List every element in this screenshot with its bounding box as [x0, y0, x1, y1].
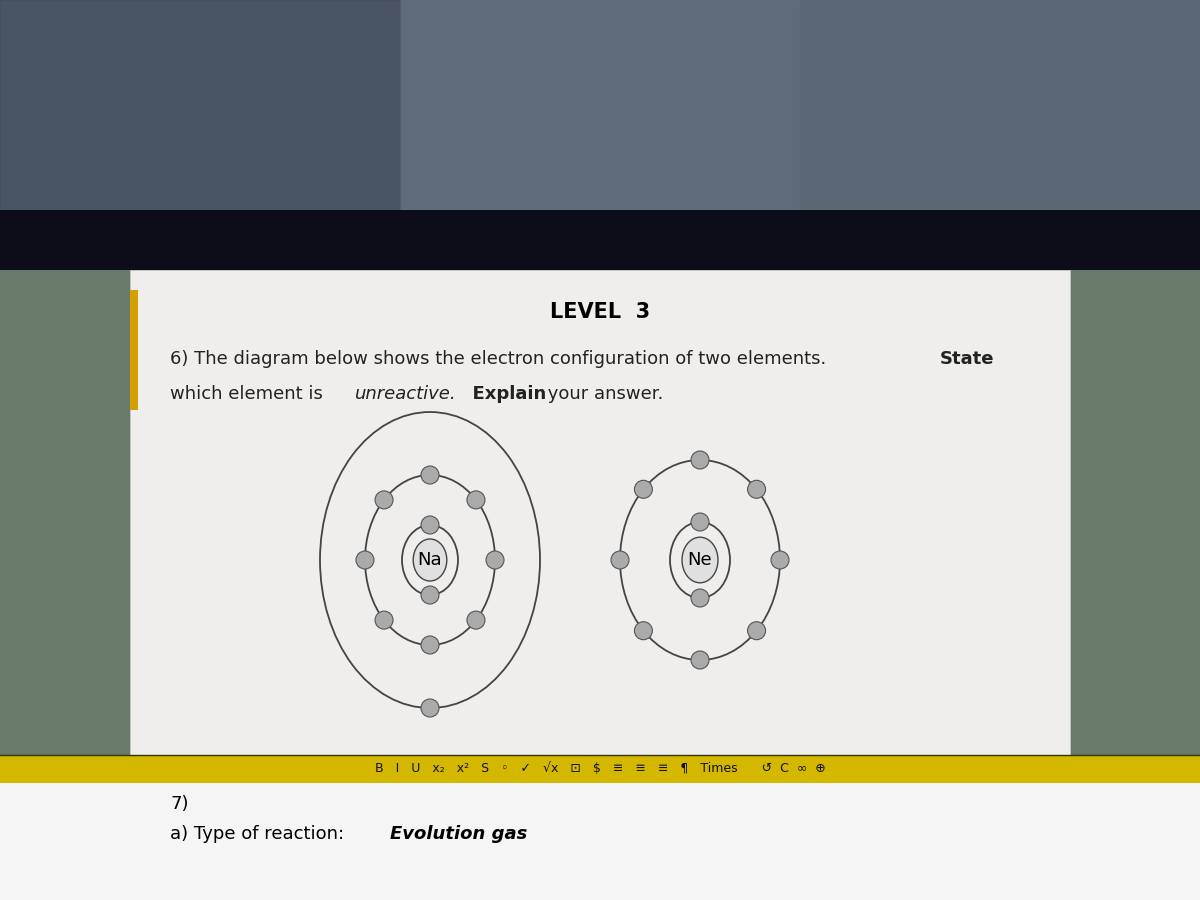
Text: Ne: Ne: [688, 551, 713, 569]
Circle shape: [376, 491, 394, 508]
Circle shape: [356, 551, 374, 569]
Bar: [0, 210, 1200, 270]
Bar: [0, 0, 1200, 210]
Circle shape: [691, 651, 709, 669]
Text: your answer.: your answer.: [542, 385, 664, 403]
Text: 6) The diagram below shows the electron configuration of two elements.: 6) The diagram below shows the electron …: [170, 350, 832, 368]
Text: State: State: [940, 350, 995, 368]
Bar: [130, 270, 1070, 780]
Circle shape: [421, 516, 439, 534]
Circle shape: [421, 699, 439, 717]
Circle shape: [421, 586, 439, 604]
Circle shape: [772, 551, 790, 569]
Circle shape: [376, 611, 394, 629]
Circle shape: [486, 551, 504, 569]
Ellipse shape: [413, 539, 446, 581]
Circle shape: [635, 481, 653, 499]
Circle shape: [611, 551, 629, 569]
Circle shape: [691, 589, 709, 607]
Text: unreactive.: unreactive.: [355, 385, 457, 403]
Text: Na: Na: [418, 551, 443, 569]
Circle shape: [635, 622, 653, 640]
Circle shape: [421, 466, 439, 484]
Bar: [130, 290, 138, 410]
Circle shape: [467, 491, 485, 508]
Bar: [0, 755, 1200, 783]
Circle shape: [467, 611, 485, 629]
Circle shape: [691, 451, 709, 469]
Circle shape: [748, 481, 766, 499]
Text: LEVEL  3: LEVEL 3: [550, 302, 650, 322]
Circle shape: [748, 622, 766, 640]
Bar: [0, 783, 1200, 900]
Text: 7): 7): [170, 795, 188, 813]
Text: Evolution gas: Evolution gas: [390, 825, 527, 843]
Text: B   I   U   x₂   x²   S   ◦   ✓   √x   ⊡   $   ≡   ≡   ≡   ¶   Times      ↺  C  : B I U x₂ x² S ◦ ✓ √x ⊡ $ ≡ ≡ ≡ ¶ Times ↺…: [374, 762, 826, 776]
Ellipse shape: [682, 537, 718, 583]
Circle shape: [691, 513, 709, 531]
Text: Explain: Explain: [460, 385, 546, 403]
Circle shape: [421, 636, 439, 654]
Text: which element is: which element is: [170, 385, 329, 403]
Text: a) Type of reaction:: a) Type of reaction:: [170, 825, 350, 843]
